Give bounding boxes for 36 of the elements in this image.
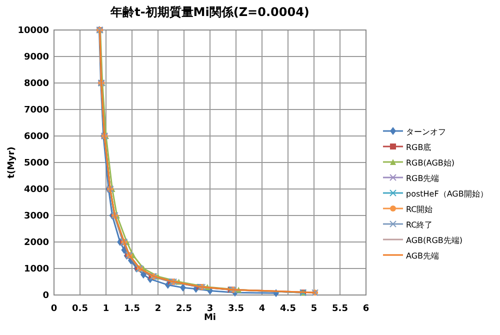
y-tick-label: 10000 xyxy=(18,26,49,36)
y-tick-label: 5000 xyxy=(24,158,49,168)
y-tick-label: 1000 xyxy=(24,264,49,274)
x-tick-label: 4.5 xyxy=(280,304,296,314)
x-tick-label: 2.5 xyxy=(176,304,192,314)
y-tick-label: 4000 xyxy=(24,185,49,195)
y-tick-label: 8000 xyxy=(24,79,49,89)
x-tick-label: 0.5 xyxy=(72,304,88,314)
y-tick-label: 2000 xyxy=(24,238,49,248)
x-tick-label: 1 xyxy=(102,304,110,314)
y-tick-label: 7000 xyxy=(24,106,49,116)
x-tick-label: 3 xyxy=(206,304,214,314)
x-tick-label: 2 xyxy=(154,304,162,314)
legend-label: postHeF（AGB開始） xyxy=(406,190,488,198)
legend-label: AGB(RGB先端) xyxy=(406,236,463,245)
x-tick-label: 6 xyxy=(362,304,370,314)
x-tick-label: 5.5 xyxy=(332,304,348,314)
x-tick-label: 3.5 xyxy=(228,304,244,314)
y-tick-label: 6000 xyxy=(24,132,49,142)
x-tick-label: 0 xyxy=(50,304,58,314)
legend-label: RC開始 xyxy=(406,205,433,214)
legend-label: AGB先端 xyxy=(406,252,440,260)
legend-label: ターンオフ xyxy=(406,128,446,136)
x-axis-title: Mi xyxy=(204,313,216,323)
legend-label: RGB(AGB始) xyxy=(406,158,455,168)
y-tick-label: 0 xyxy=(42,291,49,301)
y-tick-label: 9000 xyxy=(24,52,49,62)
x-tick-label: 1.5 xyxy=(124,304,140,314)
y-axis-title: t(Myr) xyxy=(7,146,17,178)
legend-label: RGB先端 xyxy=(406,174,440,183)
legend-label: RC終了 xyxy=(406,220,433,230)
chart-title: 年齢t-初期質量Mi関係(Z=0.0004) xyxy=(110,5,310,19)
legend-label: RGB底 xyxy=(406,143,432,152)
x-tick-label: 5 xyxy=(310,304,318,314)
x-tick-label: 4 xyxy=(258,304,266,314)
y-tick-label: 3000 xyxy=(24,212,49,222)
